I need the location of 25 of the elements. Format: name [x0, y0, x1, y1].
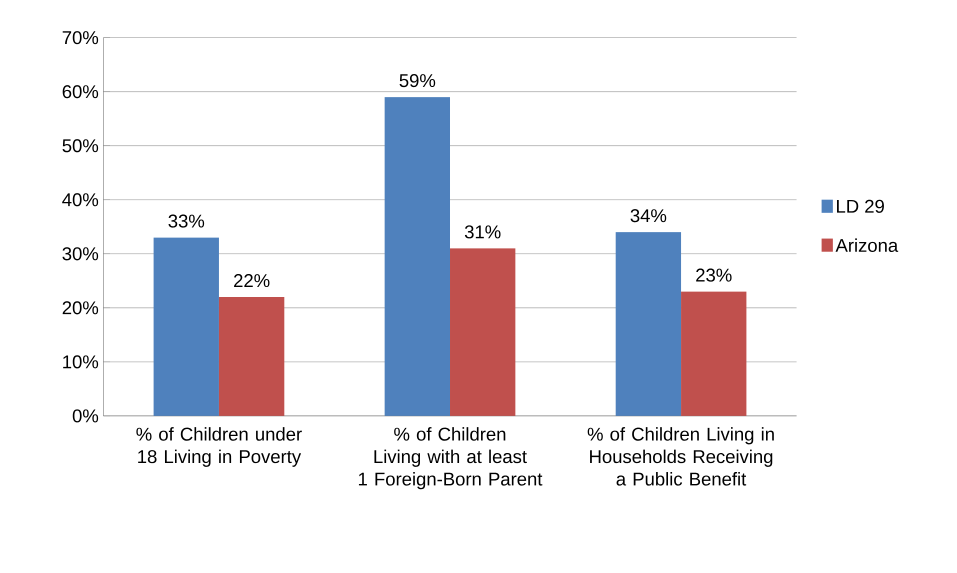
data-label: 31% — [464, 225, 501, 238]
legend-label: LD 29 — [837, 200, 884, 213]
bar — [450, 248, 516, 416]
y-tick-label: 20% — [62, 301, 98, 314]
bar — [154, 237, 219, 416]
bar — [616, 232, 682, 416]
y-tick-label: 60% — [62, 84, 98, 98]
y-tick-label: 10% — [63, 355, 98, 368]
data-label: 59% — [400, 74, 436, 87]
y-tick-label: 50% — [62, 138, 98, 152]
data-label: 33% — [168, 214, 204, 228]
y-tick-label: 30% — [62, 247, 98, 260]
bar — [384, 96, 450, 416]
bar — [681, 291, 746, 416]
data-label: 34% — [630, 208, 666, 222]
bar — [218, 296, 284, 416]
x-tick-label: % of Children Living in Households Receiving a Public Benefit — [588, 426, 774, 486]
y-tick-label: 70% — [62, 30, 98, 44]
data-label: 22% — [234, 274, 270, 287]
legend-label: Arizona — [836, 238, 898, 252]
x-tick-label: % of Children under 18 Living in Poverty — [136, 426, 302, 467]
data-label: 23% — [696, 268, 732, 282]
y-tick-label: 40% — [62, 193, 98, 206]
y-tick-label: 0% — [72, 409, 98, 422]
x-tick-label: % of Children Living with at least 1 Foreign-Born Parent — [358, 426, 542, 490]
